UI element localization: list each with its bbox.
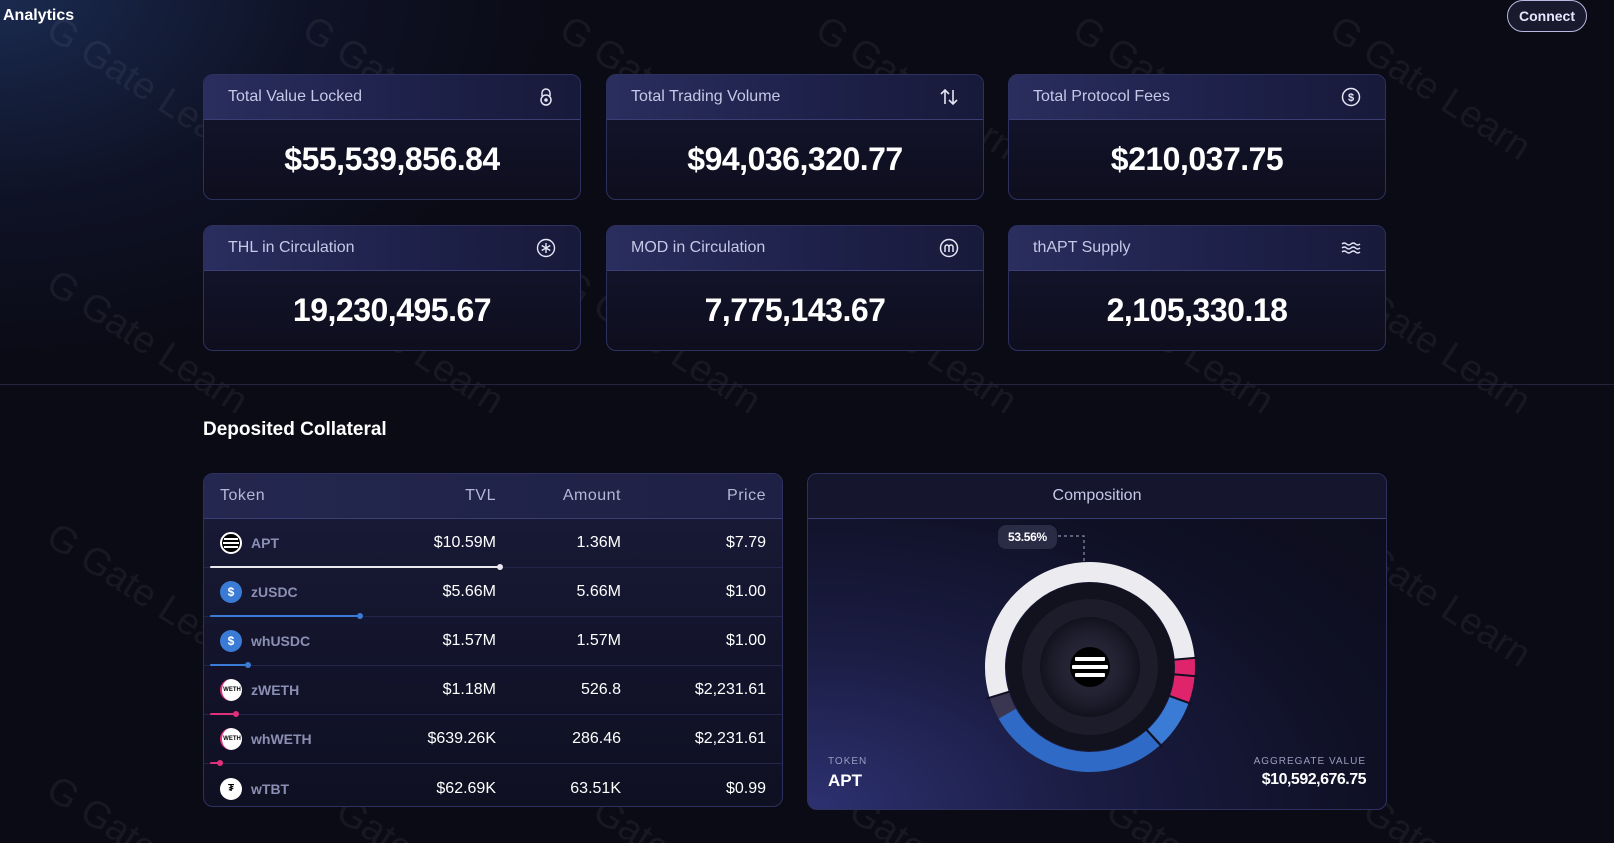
aptos-token-icon	[220, 532, 242, 554]
price-cell: $1.00	[725, 632, 766, 649]
stat-value: 19,230,495.67	[292, 292, 492, 328]
table-row[interactable]: WETH whWETH $639.26K 286.46 $2,231.61	[204, 715, 782, 766]
lock-icon	[536, 87, 556, 107]
stat-card-total-protocol-fees: Total Protocol Fees $ $210,037.75	[1008, 74, 1386, 200]
tvl-share-bar	[210, 564, 503, 570]
thl-token-icon	[536, 238, 556, 258]
stat-label: Total Trading Volume	[631, 88, 781, 105]
leader-line	[1058, 535, 1085, 564]
price-cell: $1.00	[725, 583, 766, 600]
tvl-share-bar	[210, 662, 251, 668]
composition-donut-chart[interactable]	[982, 559, 1198, 775]
amount-cell: 1.36M	[576, 534, 621, 551]
connect-wallet-button[interactable]: Connect	[1507, 0, 1587, 32]
page-title: Analytics	[3, 7, 75, 24]
tvl-share-bar	[210, 760, 223, 766]
tbt-token-icon: ₮	[220, 777, 242, 800]
stat-label: Total Value Locked	[228, 88, 363, 105]
stat-value: $210,037.75	[1110, 141, 1284, 177]
token-name: zWETH	[251, 682, 300, 698]
section-divider	[0, 384, 1614, 385]
dollar-circle-icon: $	[1341, 87, 1361, 107]
token-name: zUSDC	[251, 584, 298, 600]
selected-token-value: APT	[828, 771, 862, 790]
token-name: APT	[251, 535, 279, 551]
stat-value: 7,775,143.67	[704, 292, 886, 328]
stat-card-total-trading-volume: Total Trading Volume $94,036,320.77	[606, 74, 984, 200]
table-row[interactable]: APT $10.59M 1.36M $7.79	[204, 519, 782, 570]
aggregate-value: $10,592,676.75	[1261, 771, 1367, 788]
aptos-logo-icon	[1070, 647, 1110, 687]
tvl-cell: $5.66M	[442, 583, 496, 600]
amount-cell: 5.66M	[576, 583, 621, 600]
selected-token-label: TOKEN	[828, 756, 868, 767]
tvl-share-bar	[210, 711, 239, 717]
highlight-percentage-badge: 53.56%	[998, 525, 1057, 549]
token-name: wTBT	[251, 780, 290, 797]
section-title-deposited-collateral: Deposited Collateral	[203, 419, 387, 440]
column-header-token[interactable]: Token	[220, 487, 266, 504]
stat-label: thAPT Supply	[1033, 239, 1131, 256]
table-row[interactable]: WETH zWETH $1.18M 526.8 $2,231.61	[204, 666, 782, 717]
stat-value: 2,105,330.18	[1106, 292, 1288, 328]
stat-label: THL in Circulation	[228, 239, 355, 256]
price-cell: $2,231.61	[694, 681, 766, 698]
stat-card-mod-in-circulation: MOD in Circulation 7,775,143.67	[606, 225, 984, 351]
stat-card-total-value-locked: Total Value Locked $55,539,856.84	[203, 74, 581, 200]
tvl-cell: $1.57M	[442, 632, 496, 649]
composition-title: Composition	[808, 474, 1386, 519]
tvl-share-bar	[210, 613, 363, 619]
price-cell: $2,231.61	[694, 730, 766, 747]
tvl-cell: $62.69K	[436, 779, 496, 797]
tvl-cell: $639.26K	[427, 730, 496, 747]
table-row[interactable]: $ whUSDC $1.57M 1.57M $1.00	[204, 617, 782, 668]
tvl-cell: $10.59M	[433, 534, 496, 551]
stat-label: MOD in Circulation	[631, 239, 766, 256]
table-row[interactable]: $ zUSDC $5.66M 5.66M $1.00	[204, 568, 782, 619]
price-cell: $7.79	[725, 534, 766, 551]
swap-arrows-icon	[939, 87, 959, 107]
collateral-table: Token TVL Amount Price APT $10.59M 1.36M…	[203, 473, 783, 807]
token-name: whUSDC	[251, 633, 311, 649]
amount-cell: 526.8	[580, 681, 621, 698]
table-row[interactable]: ₮ wTBT $62.69K 63.51K $0.99	[204, 764, 782, 806]
top-bar: Analytics Connect	[0, 0, 1614, 34]
tvl-cell: $1.18M	[442, 681, 496, 698]
amount-cell: 286.46	[572, 730, 621, 747]
composition-card: Composition 53.56%	[807, 473, 1387, 810]
token-name: whWETH	[251, 731, 312, 747]
table-header: Token TVL Amount Price	[204, 474, 782, 519]
stat-value: $94,036,320.77	[687, 141, 903, 177]
stat-card-thl-in-circulation: THL in Circulation 19,230,495.67	[203, 225, 581, 351]
amount-cell: 1.57M	[576, 632, 621, 649]
weth-token-icon: WETH	[220, 728, 242, 750]
stat-label: Total Protocol Fees	[1033, 88, 1170, 105]
column-header-price[interactable]: Price	[727, 487, 766, 504]
stat-card-thapt-supply: thAPT Supply 2,105,330.18	[1008, 225, 1386, 351]
aggregate-value-label: AGGREGATE VALUE	[1253, 756, 1366, 767]
column-header-amount[interactable]: Amount	[562, 487, 621, 504]
column-header-tvl[interactable]: TVL	[465, 487, 496, 504]
price-cell: $0.99	[725, 779, 766, 797]
waves-icon	[1341, 238, 1361, 258]
stat-value: $55,539,856.84	[284, 141, 500, 177]
usdc-token-icon: $	[220, 581, 242, 603]
mod-token-icon	[939, 238, 959, 258]
weth-token-icon: WETH	[220, 679, 242, 701]
usdc-token-icon: $	[220, 630, 242, 652]
amount-cell: 63.51K	[570, 779, 621, 797]
svg-text:$: $	[1348, 92, 1354, 104]
